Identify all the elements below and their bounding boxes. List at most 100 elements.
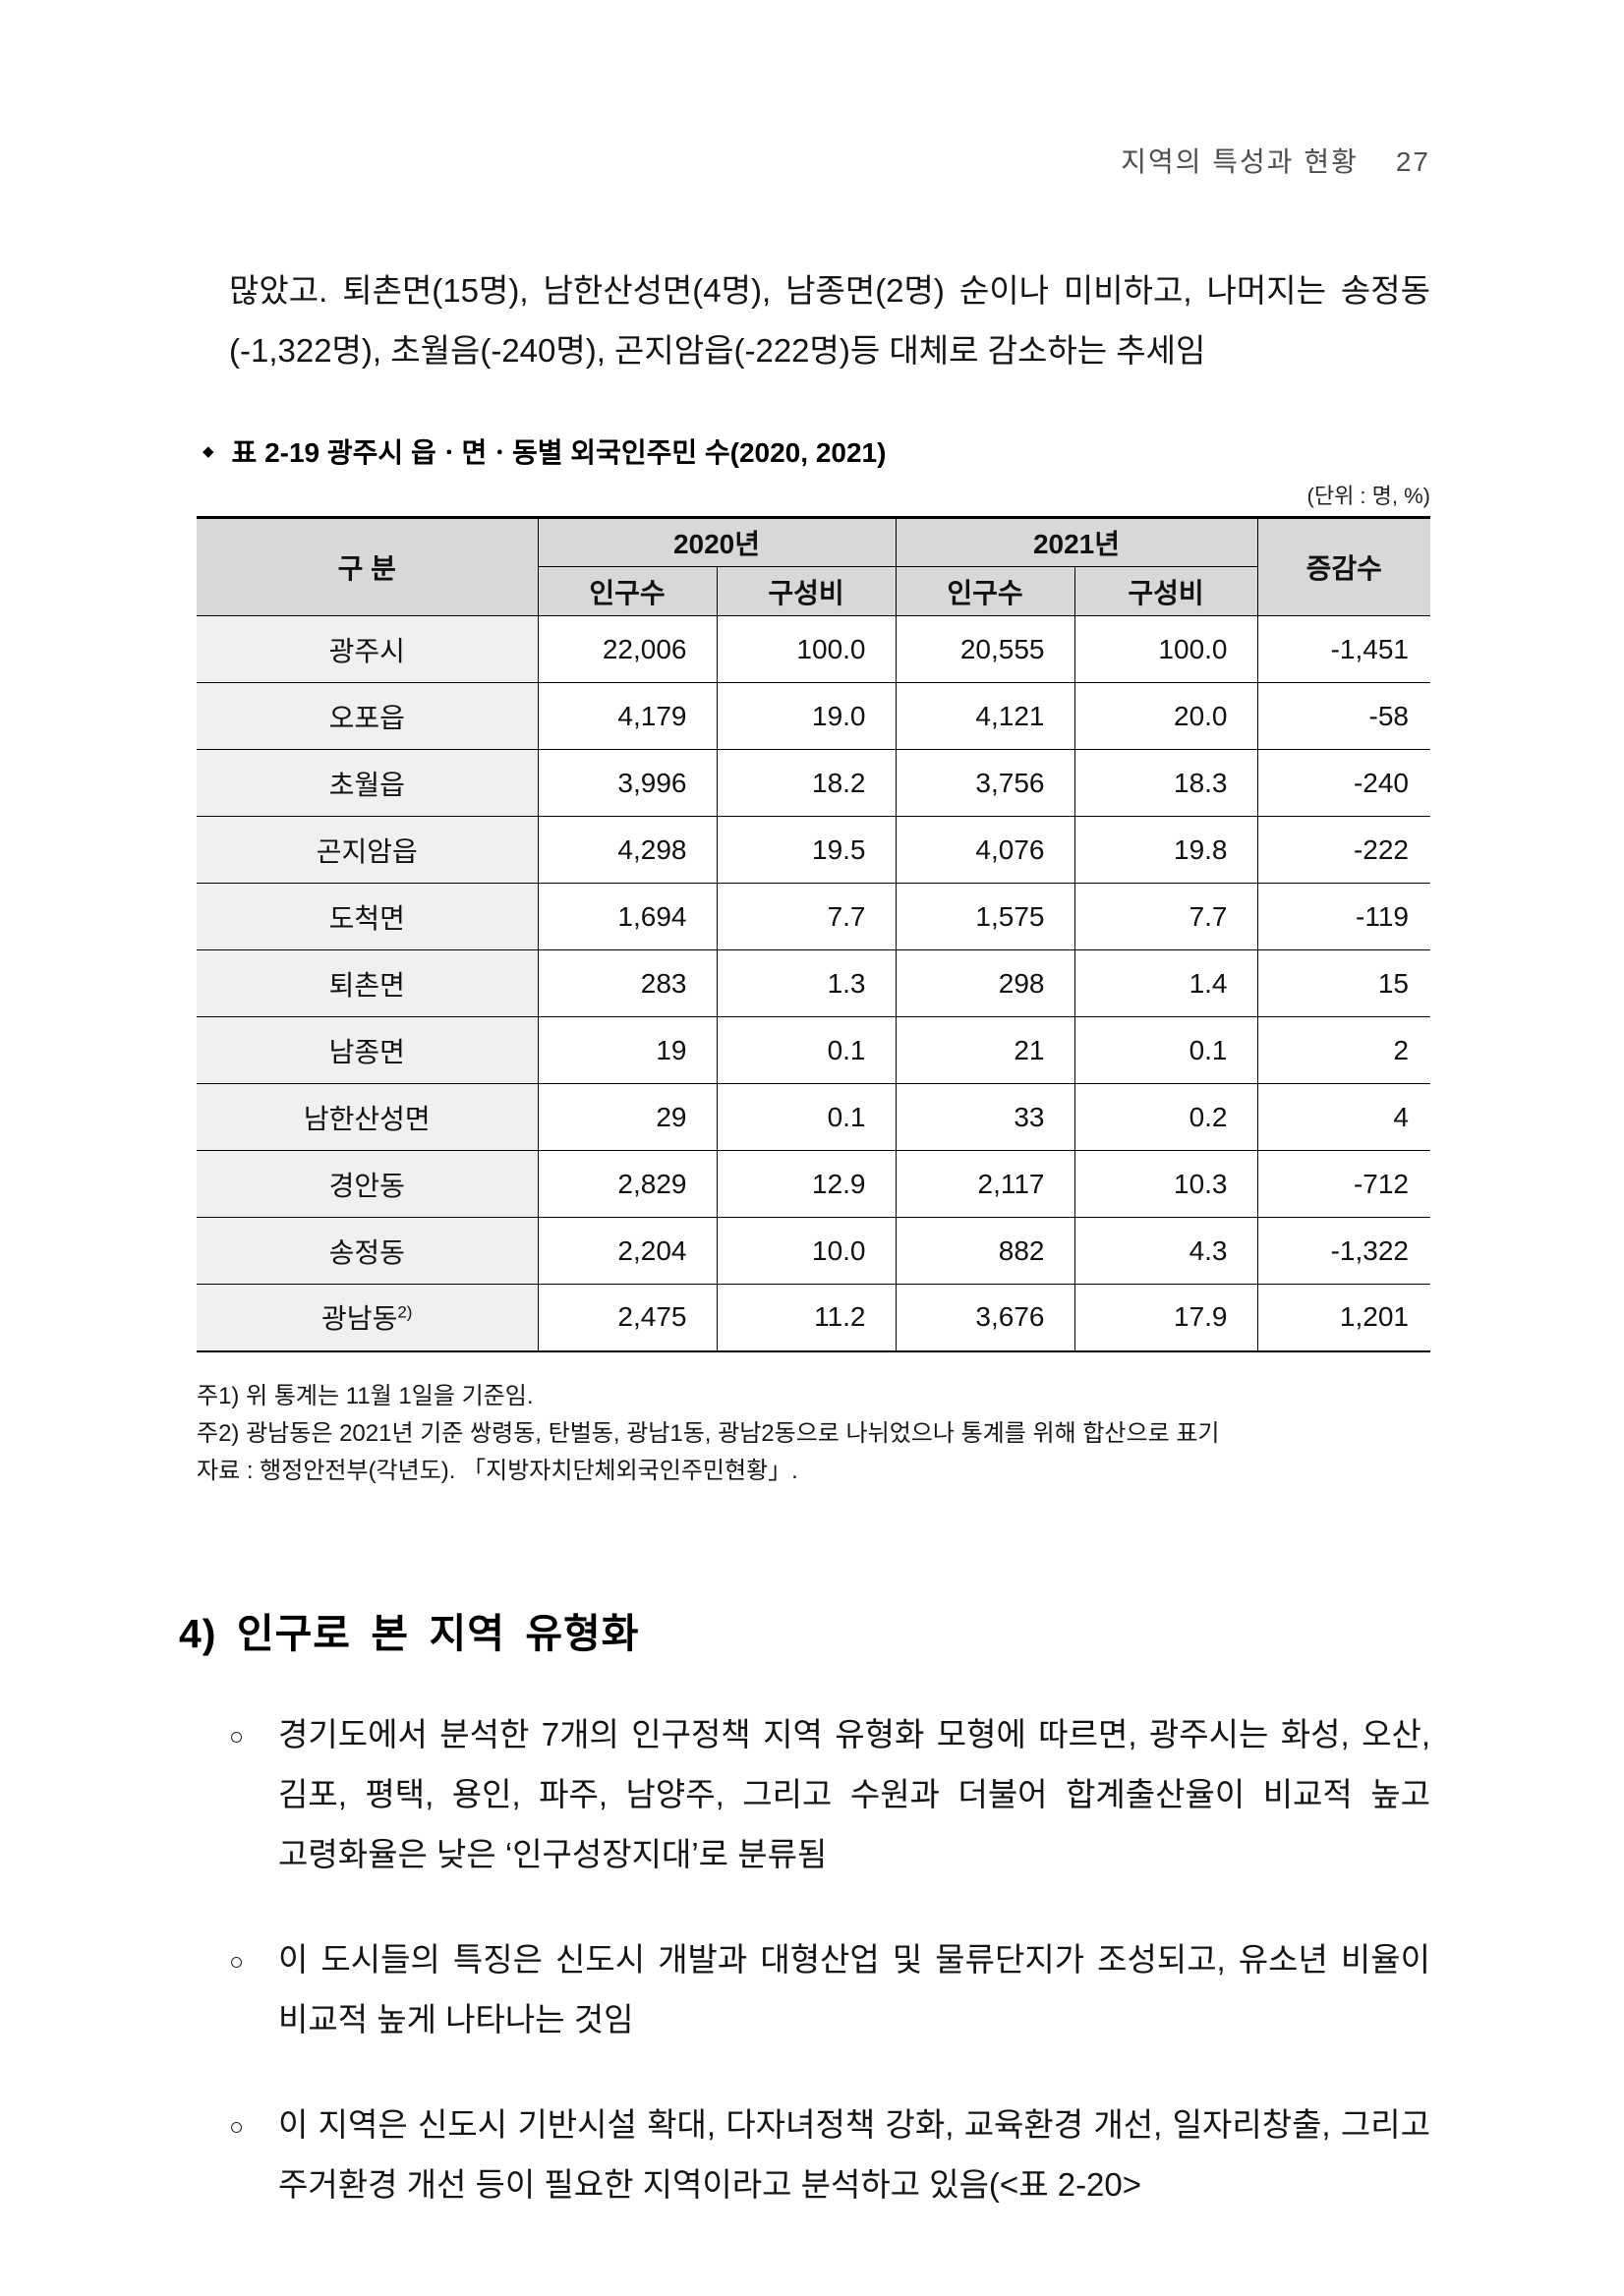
table-body: 광주시 22,006 100.0 20,555 100.0 -1,451 오포읍… xyxy=(197,615,1430,1351)
header-2021-count: 인구수 xyxy=(895,566,1074,616)
intro-paragraph: 많았고. 퇴촌면(15명), 남한산성면(4명), 남종면(2명) 순이나 미비… xyxy=(229,272,1430,369)
cell-2021-count: 4,121 xyxy=(895,682,1074,750)
list-item: ○ 이 도시들의 특징은 신도시 개발과 대형산업 및 물류단지가 조성되고, … xyxy=(229,1929,1430,2049)
diamond-bullet-icon: ◆ xyxy=(203,443,214,460)
cell-2020-count: 22,006 xyxy=(537,615,717,683)
cell-diff: -1,451 xyxy=(1256,615,1430,683)
cell-2021-ratio: 0.2 xyxy=(1073,1083,1257,1151)
cell-2021-ratio: 100.0 xyxy=(1073,615,1257,683)
table-title-text: 표 2-19 광주시 읍ㆍ면ㆍ동별 외국인주민 수(2020, 2021) xyxy=(231,437,887,468)
cell-2020-count: 19 xyxy=(537,1016,717,1084)
table-row: 초월읍 3,996 18.2 3,756 18.3 -240 xyxy=(197,749,1430,817)
cell-2021-ratio: 20.0 xyxy=(1073,682,1257,750)
cell-2021-ratio: 19.8 xyxy=(1073,816,1257,884)
row-label: 초월읍 xyxy=(197,749,538,817)
cell-2020-ratio: 19.0 xyxy=(716,682,896,750)
cell-2021-ratio: 1.4 xyxy=(1073,949,1257,1017)
table-row: 송정동 2,204 10.0 882 4.3 -1,322 xyxy=(197,1217,1430,1285)
header-2020-ratio: 구성비 xyxy=(716,566,896,616)
cell-2020-count: 4,179 xyxy=(537,682,717,750)
running-head: 지역의 특성과 현황 27 xyxy=(197,0,1430,180)
header-category: 구 분 xyxy=(197,517,538,616)
list-item: ○ 이 지역은 신도시 기반시설 확대, 다자녀정책 강화, 교육환경 개선, … xyxy=(229,2095,1430,2214)
cell-diff: -240 xyxy=(1256,749,1430,817)
cell-2021-count: 2,117 xyxy=(895,1150,1074,1218)
list-item: ○ 경기도에서 분석한 7개의 인구정책 지역 유형화 모형에 따르면, 광주시… xyxy=(229,1704,1430,1884)
row-label: 오포읍 xyxy=(197,682,538,750)
cell-2020-count: 1,694 xyxy=(537,883,717,950)
note-line: 자료 : 행정안전부(각년도). 「지방자치단체외국인주민현황」. xyxy=(197,1457,798,1484)
cell-diff: -1,322 xyxy=(1256,1217,1430,1285)
cell-2020-ratio: 7.7 xyxy=(716,883,896,950)
circle-bullet-icon: ○ xyxy=(229,1722,245,1751)
row-label: 남종면 xyxy=(197,1016,538,1084)
cell-2020-ratio: 100.0 xyxy=(716,615,896,683)
cell-diff: -222 xyxy=(1256,816,1430,884)
cell-diff: 2 xyxy=(1256,1016,1430,1084)
cell-diff: -58 xyxy=(1256,682,1430,750)
cell-2021-count: 1,575 xyxy=(895,883,1074,950)
circle-bullet-icon: ○ xyxy=(229,1947,245,1976)
page-number: 27 xyxy=(1395,146,1430,177)
cell-diff: 15 xyxy=(1256,949,1430,1017)
cell-2021-ratio: 17.9 xyxy=(1073,1284,1257,1351)
note-line: 주2) 광남동은 2021년 기준 쌍령동, 탄벌동, 광남1동, 광남2동으로… xyxy=(197,1419,1220,1447)
header-year-2021: 2021년 xyxy=(895,517,1257,567)
note-line: 주1) 위 통계는 11월 1일을 기준임. xyxy=(197,1382,534,1409)
section-heading: 4) 인구로 본 지역 유형화 xyxy=(179,1610,640,1656)
row-label: 광주시 xyxy=(197,615,538,683)
row-label: 경안동 xyxy=(197,1150,538,1218)
table-row: 남종면 19 0.1 21 0.1 2 xyxy=(197,1016,1430,1084)
cell-diff: -119 xyxy=(1256,883,1430,950)
cell-2021-ratio: 10.3 xyxy=(1073,1150,1257,1218)
row-label: 도척면 xyxy=(197,883,538,950)
cell-2021-count: 33 xyxy=(895,1083,1074,1151)
cell-2021-count: 882 xyxy=(895,1217,1074,1285)
table-row: 광남동2) 2,475 11.2 3,676 17.9 1,201 xyxy=(197,1284,1430,1351)
cell-diff: 1,201 xyxy=(1256,1284,1430,1351)
cell-2020-ratio: 19.5 xyxy=(716,816,896,884)
bullet-text: 이 도시들의 특징은 신도시 개발과 대형산업 및 물류단지가 조성되고, 유소… xyxy=(278,1940,1430,2038)
cell-2020-ratio: 1.3 xyxy=(716,949,896,1017)
cell-2020-ratio: 0.1 xyxy=(716,1083,896,1151)
cell-2020-ratio: 10.0 xyxy=(716,1217,896,1285)
row-label: 퇴촌면 xyxy=(197,949,538,1017)
unit-label: (단위 : 명, %) xyxy=(1306,484,1431,508)
cell-diff: -712 xyxy=(1256,1150,1430,1218)
cell-2020-count: 4,298 xyxy=(537,816,717,884)
header-2021-ratio: 구성비 xyxy=(1073,566,1257,616)
cell-2021-count: 4,076 xyxy=(895,816,1074,884)
cell-2021-ratio: 18.3 xyxy=(1073,749,1257,817)
foreign-residents-table: 구 분 2020년 2021년 증감수 인구수 구성비 인구수 구성비 광주시 … xyxy=(197,516,1430,1352)
cell-2020-count: 2,829 xyxy=(537,1150,717,1218)
table-title: ◆ 표 2-19 광주시 읍ㆍ면ㆍ동별 외국인주민 수(2020, 2021) xyxy=(197,431,1430,471)
bullet-text: 경기도에서 분석한 7개의 인구정책 지역 유형화 모형에 따르면, 광주시는 … xyxy=(278,1715,1430,1872)
table-notes: 주1) 위 통계는 11월 1일을 기준임. 주2) 광남동은 2021년 기준… xyxy=(197,1378,1430,1490)
cell-2020-ratio: 18.2 xyxy=(716,749,896,817)
cell-2020-count: 2,204 xyxy=(537,1217,717,1285)
table-row: 오포읍 4,179 19.0 4,121 20.0 -58 xyxy=(197,682,1430,750)
table-row: 남한산성면 29 0.1 33 0.2 4 xyxy=(197,1083,1430,1151)
table-row: 도척면 1,694 7.7 1,575 7.7 -119 xyxy=(197,883,1430,950)
circle-bullet-icon: ○ xyxy=(229,2112,245,2141)
header-diff: 증감수 xyxy=(1256,517,1430,616)
row-label: 남한산성면 xyxy=(197,1083,538,1151)
cell-2021-ratio: 0.1 xyxy=(1073,1016,1257,1084)
cell-2021-count: 3,756 xyxy=(895,749,1074,817)
row-label: 광남동2) xyxy=(197,1284,538,1351)
cell-2020-count: 283 xyxy=(537,949,717,1017)
row-label: 곤지암읍 xyxy=(197,816,538,884)
cell-2020-count: 3,996 xyxy=(537,749,717,817)
cell-2021-count: 3,676 xyxy=(895,1284,1074,1351)
bullet-text: 이 지역은 신도시 기반시설 확대, 다자녀정책 강화, 교육환경 개선, 일자… xyxy=(278,2105,1430,2203)
header-year-2020: 2020년 xyxy=(537,517,896,567)
table-row: 경안동 2,829 12.9 2,117 10.3 -712 xyxy=(197,1150,1430,1218)
cell-2021-ratio: 7.7 xyxy=(1073,883,1257,950)
cell-2021-count: 298 xyxy=(895,949,1074,1017)
cell-2020-count: 29 xyxy=(537,1083,717,1151)
cell-2021-count: 20,555 xyxy=(895,615,1074,683)
cell-2020-ratio: 12.9 xyxy=(716,1150,896,1218)
cell-2020-ratio: 0.1 xyxy=(716,1016,896,1084)
cell-2021-count: 21 xyxy=(895,1016,1074,1084)
bullet-list: ○ 경기도에서 분석한 7개의 인구정책 지역 유형화 모형에 따르면, 광주시… xyxy=(197,1704,1430,2214)
